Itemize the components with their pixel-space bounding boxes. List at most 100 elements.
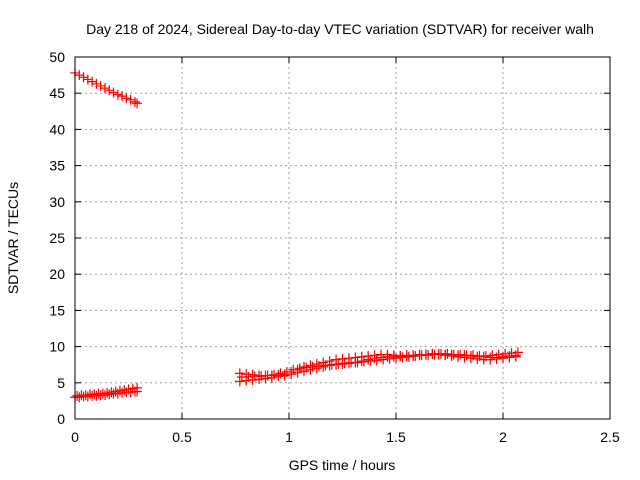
data-point-late-band-b bbox=[382, 349, 393, 360]
data-point-late-band-c bbox=[410, 351, 421, 362]
axis-ticks: 0 0.5 1 1.5 2 2.5 0 5 10 15 20 25 30 35 40 45 50 bbox=[49, 49, 620, 445]
data-point-late-band-b bbox=[331, 354, 342, 365]
data-point-late-band-b bbox=[465, 353, 476, 364]
data-point-late-band-c bbox=[391, 353, 401, 364]
data-point-late-band-b bbox=[440, 350, 451, 361]
data-point-late-band-b bbox=[420, 349, 431, 360]
chart-title: Day 218 of 2024, Sidereal Day-to-day VTE… bbox=[86, 21, 594, 37]
data-point-early-band-a bbox=[99, 390, 110, 401]
data-point-late-band-c bbox=[371, 355, 382, 366]
data-point-late-band-c bbox=[352, 357, 363, 368]
data-point-upper-segment bbox=[74, 70, 85, 81]
data-point-late-band-c bbox=[468, 350, 479, 361]
data-point-upper-segment bbox=[99, 83, 110, 94]
data-point-late-band-b bbox=[247, 369, 258, 380]
data-point-early-band-b bbox=[102, 387, 113, 398]
data-point-late-band-c bbox=[378, 354, 389, 365]
data-point-late-band-c bbox=[403, 351, 414, 362]
x-tick-label: 1 bbox=[285, 429, 293, 445]
data-point-upper-segment bbox=[112, 89, 123, 100]
data-point-early-band-b bbox=[110, 386, 121, 397]
data-point-early-band-b bbox=[114, 385, 125, 396]
data-point-late-band-b bbox=[356, 351, 367, 362]
data-point-late-band-c bbox=[500, 348, 511, 359]
y-tick-label: 15 bbox=[49, 302, 65, 318]
y-axis-label: SDTVAR / TECUs bbox=[5, 182, 21, 294]
x-tick-label: 0.5 bbox=[172, 429, 192, 445]
data-point-late-band-b bbox=[427, 348, 438, 359]
data-point-late-band-c bbox=[339, 358, 350, 369]
data-point-late-band-c bbox=[288, 364, 299, 375]
data-point-late-band-c bbox=[326, 359, 337, 370]
data-point-late-band-c bbox=[506, 348, 517, 359]
y-tick-label: 0 bbox=[57, 411, 65, 427]
y-tick-label: 10 bbox=[49, 339, 65, 355]
data-point-early-band-b bbox=[123, 384, 134, 395]
data-point-late-band-c bbox=[493, 349, 504, 360]
data-point-late-band-c bbox=[487, 350, 498, 361]
data-point-early-band-a bbox=[74, 392, 85, 403]
data-point-late-band-b bbox=[241, 369, 252, 380]
data-point-early-band-b bbox=[106, 387, 117, 398]
data-point-upper-segment bbox=[117, 91, 128, 102]
data-point-late-band-c bbox=[442, 348, 453, 359]
y-tick-label: 45 bbox=[49, 85, 65, 101]
data-point-late-band-b bbox=[298, 361, 309, 372]
data-point-upper-segment bbox=[87, 76, 98, 87]
data-point-early-band-a bbox=[104, 389, 115, 400]
data-point-late-band-b bbox=[343, 353, 354, 364]
y-tick-label: 50 bbox=[49, 49, 65, 65]
y-tick-label: 20 bbox=[49, 266, 65, 282]
data-point-late-band-c bbox=[269, 369, 280, 380]
data-point-late-band-c bbox=[333, 358, 344, 369]
data-point-late-band-c bbox=[429, 349, 440, 360]
data-point-late-band-c bbox=[455, 349, 466, 360]
data-point-late-band-c bbox=[275, 368, 286, 379]
x-axis-label: GPS time / hours bbox=[289, 457, 396, 473]
data-point-late-band-c bbox=[307, 361, 318, 372]
data-point-early-band-b bbox=[80, 390, 91, 401]
data-point-late-band-c bbox=[423, 350, 434, 361]
data-point-late-band-c bbox=[313, 361, 324, 372]
data-point-upper-segment bbox=[95, 80, 106, 91]
y-tick-label: 5 bbox=[57, 375, 65, 391]
x-tick-label: 0 bbox=[71, 429, 79, 445]
data-point-early-band-b bbox=[127, 383, 138, 394]
data-point-late-band-c bbox=[294, 363, 305, 374]
data-point-late-band-b bbox=[305, 360, 316, 371]
x-tick-label: 2 bbox=[499, 429, 507, 445]
data-point-early-band-b bbox=[72, 390, 83, 401]
data-point-early-band-a bbox=[82, 391, 93, 402]
data-point-early-band-b bbox=[97, 388, 108, 399]
data-point-late-band-c bbox=[320, 360, 331, 371]
data-point-upper-segment bbox=[108, 87, 119, 98]
data-point-upper-segment bbox=[91, 78, 102, 89]
data-point-late-band-c bbox=[256, 371, 267, 382]
data-point-late-band-b bbox=[337, 353, 348, 364]
data-point-late-band-c bbox=[358, 356, 369, 367]
data-point-late-band-c bbox=[262, 370, 273, 381]
data-points bbox=[70, 67, 523, 403]
data-point-late-band-b bbox=[395, 351, 406, 362]
data-point-late-band-c bbox=[301, 362, 312, 373]
data-point-upper-segment bbox=[104, 85, 115, 96]
data-point-late-band-b bbox=[279, 369, 290, 380]
data-point-upper-segment bbox=[129, 96, 140, 107]
y-tick-label: 25 bbox=[49, 230, 65, 246]
data-point-late-band-b bbox=[369, 350, 380, 361]
data-point-late-band-b bbox=[446, 351, 457, 362]
y-tick-label: 35 bbox=[49, 158, 65, 174]
data-point-early-band-b bbox=[119, 385, 130, 396]
data-point-early-band-b bbox=[132, 382, 143, 393]
y-tick-label: 40 bbox=[49, 121, 65, 137]
data-point-upper-segment bbox=[125, 94, 136, 105]
data-point-late-band-c bbox=[365, 356, 376, 367]
data-point-late-band-c bbox=[384, 353, 395, 364]
data-point-late-band-b bbox=[453, 351, 464, 362]
data-point-upper-segment bbox=[78, 72, 89, 83]
data-point-late-band-c bbox=[281, 366, 292, 377]
data-point-upper-segment bbox=[132, 98, 143, 109]
data-point-early-band-b bbox=[89, 389, 100, 400]
data-point-late-band-c bbox=[243, 372, 254, 383]
